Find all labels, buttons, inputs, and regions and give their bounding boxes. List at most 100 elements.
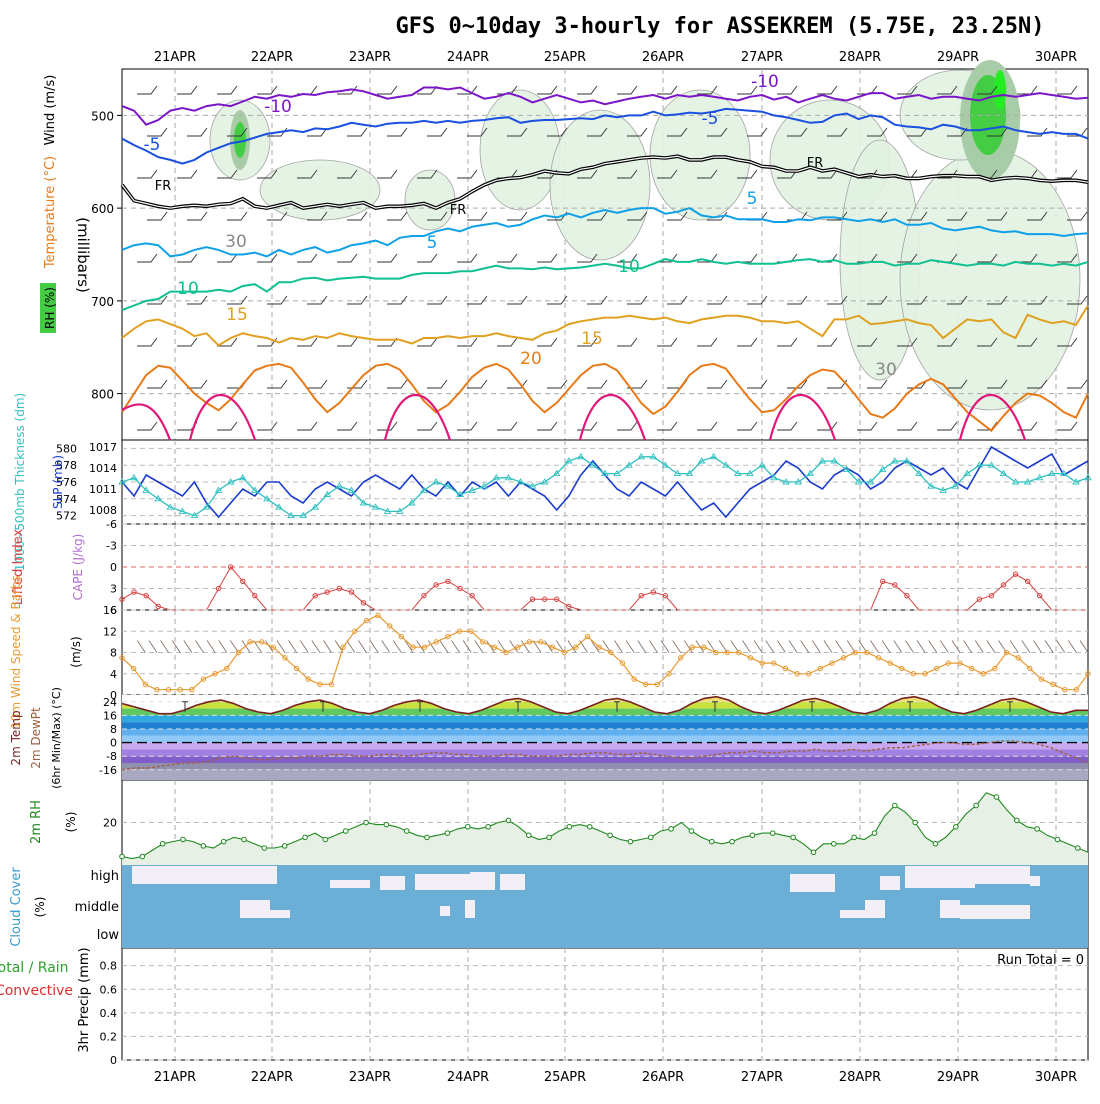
isotherm-label: 30 <box>225 232 247 252</box>
wind-speed-marker <box>992 665 998 672</box>
wind-barb <box>177 337 198 347</box>
thickness-marker <box>178 507 187 514</box>
y-tick-label: 0.2 <box>100 1030 118 1043</box>
wind-barb <box>497 337 518 347</box>
thickness-marker <box>721 461 730 468</box>
rh-marker <box>871 830 878 836</box>
y-tick-label-slp: 1014 <box>89 462 117 475</box>
y-tick-label-thickness: 580 <box>56 442 77 455</box>
rh-marker <box>708 838 715 845</box>
side-label-cloud-units: (%) <box>33 897 47 918</box>
wind-barb <box>217 253 238 263</box>
isotherm-label: 10 <box>618 257 640 277</box>
wind-barb <box>323 640 332 653</box>
lifted-index-marker <box>880 578 886 585</box>
side-label-2m-temp: 2m Temp <box>9 710 23 765</box>
wind-barb <box>800 640 810 653</box>
wind-barb <box>267 211 288 221</box>
wind-barb <box>337 421 358 431</box>
thickness-marker <box>963 469 972 477</box>
thickness-marker <box>130 473 138 481</box>
wind-barb <box>241 640 251 653</box>
wind-barb <box>299 640 309 653</box>
lifted-index-marker <box>421 592 427 599</box>
wind-barb <box>627 127 648 137</box>
thickness-marker <box>842 465 851 472</box>
y-tick-label-thickness: 576 <box>56 476 77 489</box>
date-label-top: 28APR <box>839 50 881 65</box>
wind-barb <box>507 379 528 389</box>
wind-speed-marker <box>584 633 591 640</box>
wind-barb <box>667 127 688 137</box>
isotherm-line <box>121 207 1089 258</box>
thickness-marker <box>1035 473 1044 481</box>
y-tick-label-thickness: 572 <box>56 510 77 523</box>
y-tick-label: 0.6 <box>100 983 118 996</box>
wind-barb <box>1057 421 1078 431</box>
thickness-marker <box>226 478 235 485</box>
wind-barb <box>695 640 705 653</box>
minmax-marker <box>907 701 913 712</box>
wind-barb <box>827 211 848 221</box>
thickness-marker <box>166 503 175 510</box>
date-label-bottom: 29APR <box>937 1070 979 1085</box>
wind-barb <box>509 640 519 653</box>
lifted-index-marker <box>469 592 475 599</box>
y-tick-label: 6 <box>110 604 117 617</box>
rh-marker <box>342 828 349 834</box>
lifted-index-marker <box>445 578 451 585</box>
wind-speed-marker <box>573 644 579 650</box>
rh-marker <box>424 834 430 841</box>
wind-barb <box>667 211 688 221</box>
isotherm-hot <box>958 394 1027 441</box>
wind-barb <box>439 640 449 653</box>
rh-marker <box>892 802 898 809</box>
wind-barb <box>747 379 768 389</box>
wind-barb <box>617 85 638 95</box>
thickness-marker <box>456 490 464 498</box>
wind-barb <box>1021 640 1031 653</box>
slp-thickness-panel: 572 574 576 578 580 1008 1011 1014 1017 1000~500m… <box>13 393 1092 571</box>
y-tick-label: 20 <box>103 817 117 830</box>
cloud-clear-block <box>470 872 495 890</box>
wind-speed-marker <box>305 676 311 682</box>
thickness-marker <box>1060 469 1068 477</box>
wind-barb <box>765 640 775 653</box>
wind-speed-marker <box>840 655 847 661</box>
wind-barb <box>683 640 693 653</box>
wind-barb <box>377 85 398 95</box>
isotherm-hot <box>383 394 452 441</box>
rh-marker <box>261 845 268 851</box>
wind-barb <box>897 337 918 347</box>
thickness-marker <box>878 465 887 472</box>
y-tick-label: 0 <box>110 737 117 750</box>
rh-marker <box>1054 836 1061 843</box>
wind-barb <box>587 127 608 137</box>
y-tick-label-slp: 1017 <box>89 441 117 454</box>
wind-speed-marker <box>200 676 207 682</box>
thickness-marker <box>275 503 283 510</box>
isotherm-label: -5 <box>702 109 719 129</box>
cloud-cover-panel: high middle low Cloud Cover (%) <box>9 865 1088 948</box>
cloud-clear-block <box>1030 876 1040 886</box>
wind-barb <box>427 211 448 221</box>
lifted-index-marker <box>360 600 367 606</box>
wind-barb <box>657 85 678 95</box>
thickness-marker <box>516 478 525 485</box>
wind-speed-marker <box>258 639 265 645</box>
wind-barb <box>827 127 848 137</box>
wind-barb <box>1057 85 1078 95</box>
wind-speed-marker <box>154 686 160 693</box>
thickness-marker <box>323 490 332 498</box>
wind-speed-marker <box>421 644 428 650</box>
wind-barb <box>416 640 425 653</box>
wind-barb <box>257 421 278 431</box>
wind-barb <box>381 640 391 653</box>
wind-barb <box>136 640 146 653</box>
y-tick-label: 500 <box>91 109 114 123</box>
wind-barb <box>660 640 670 653</box>
wind-barb <box>897 421 918 431</box>
side-label-temperature: Temperature (°C) <box>43 156 58 269</box>
date-label-top: 24APR <box>447 50 489 65</box>
wind-barb <box>697 169 718 179</box>
